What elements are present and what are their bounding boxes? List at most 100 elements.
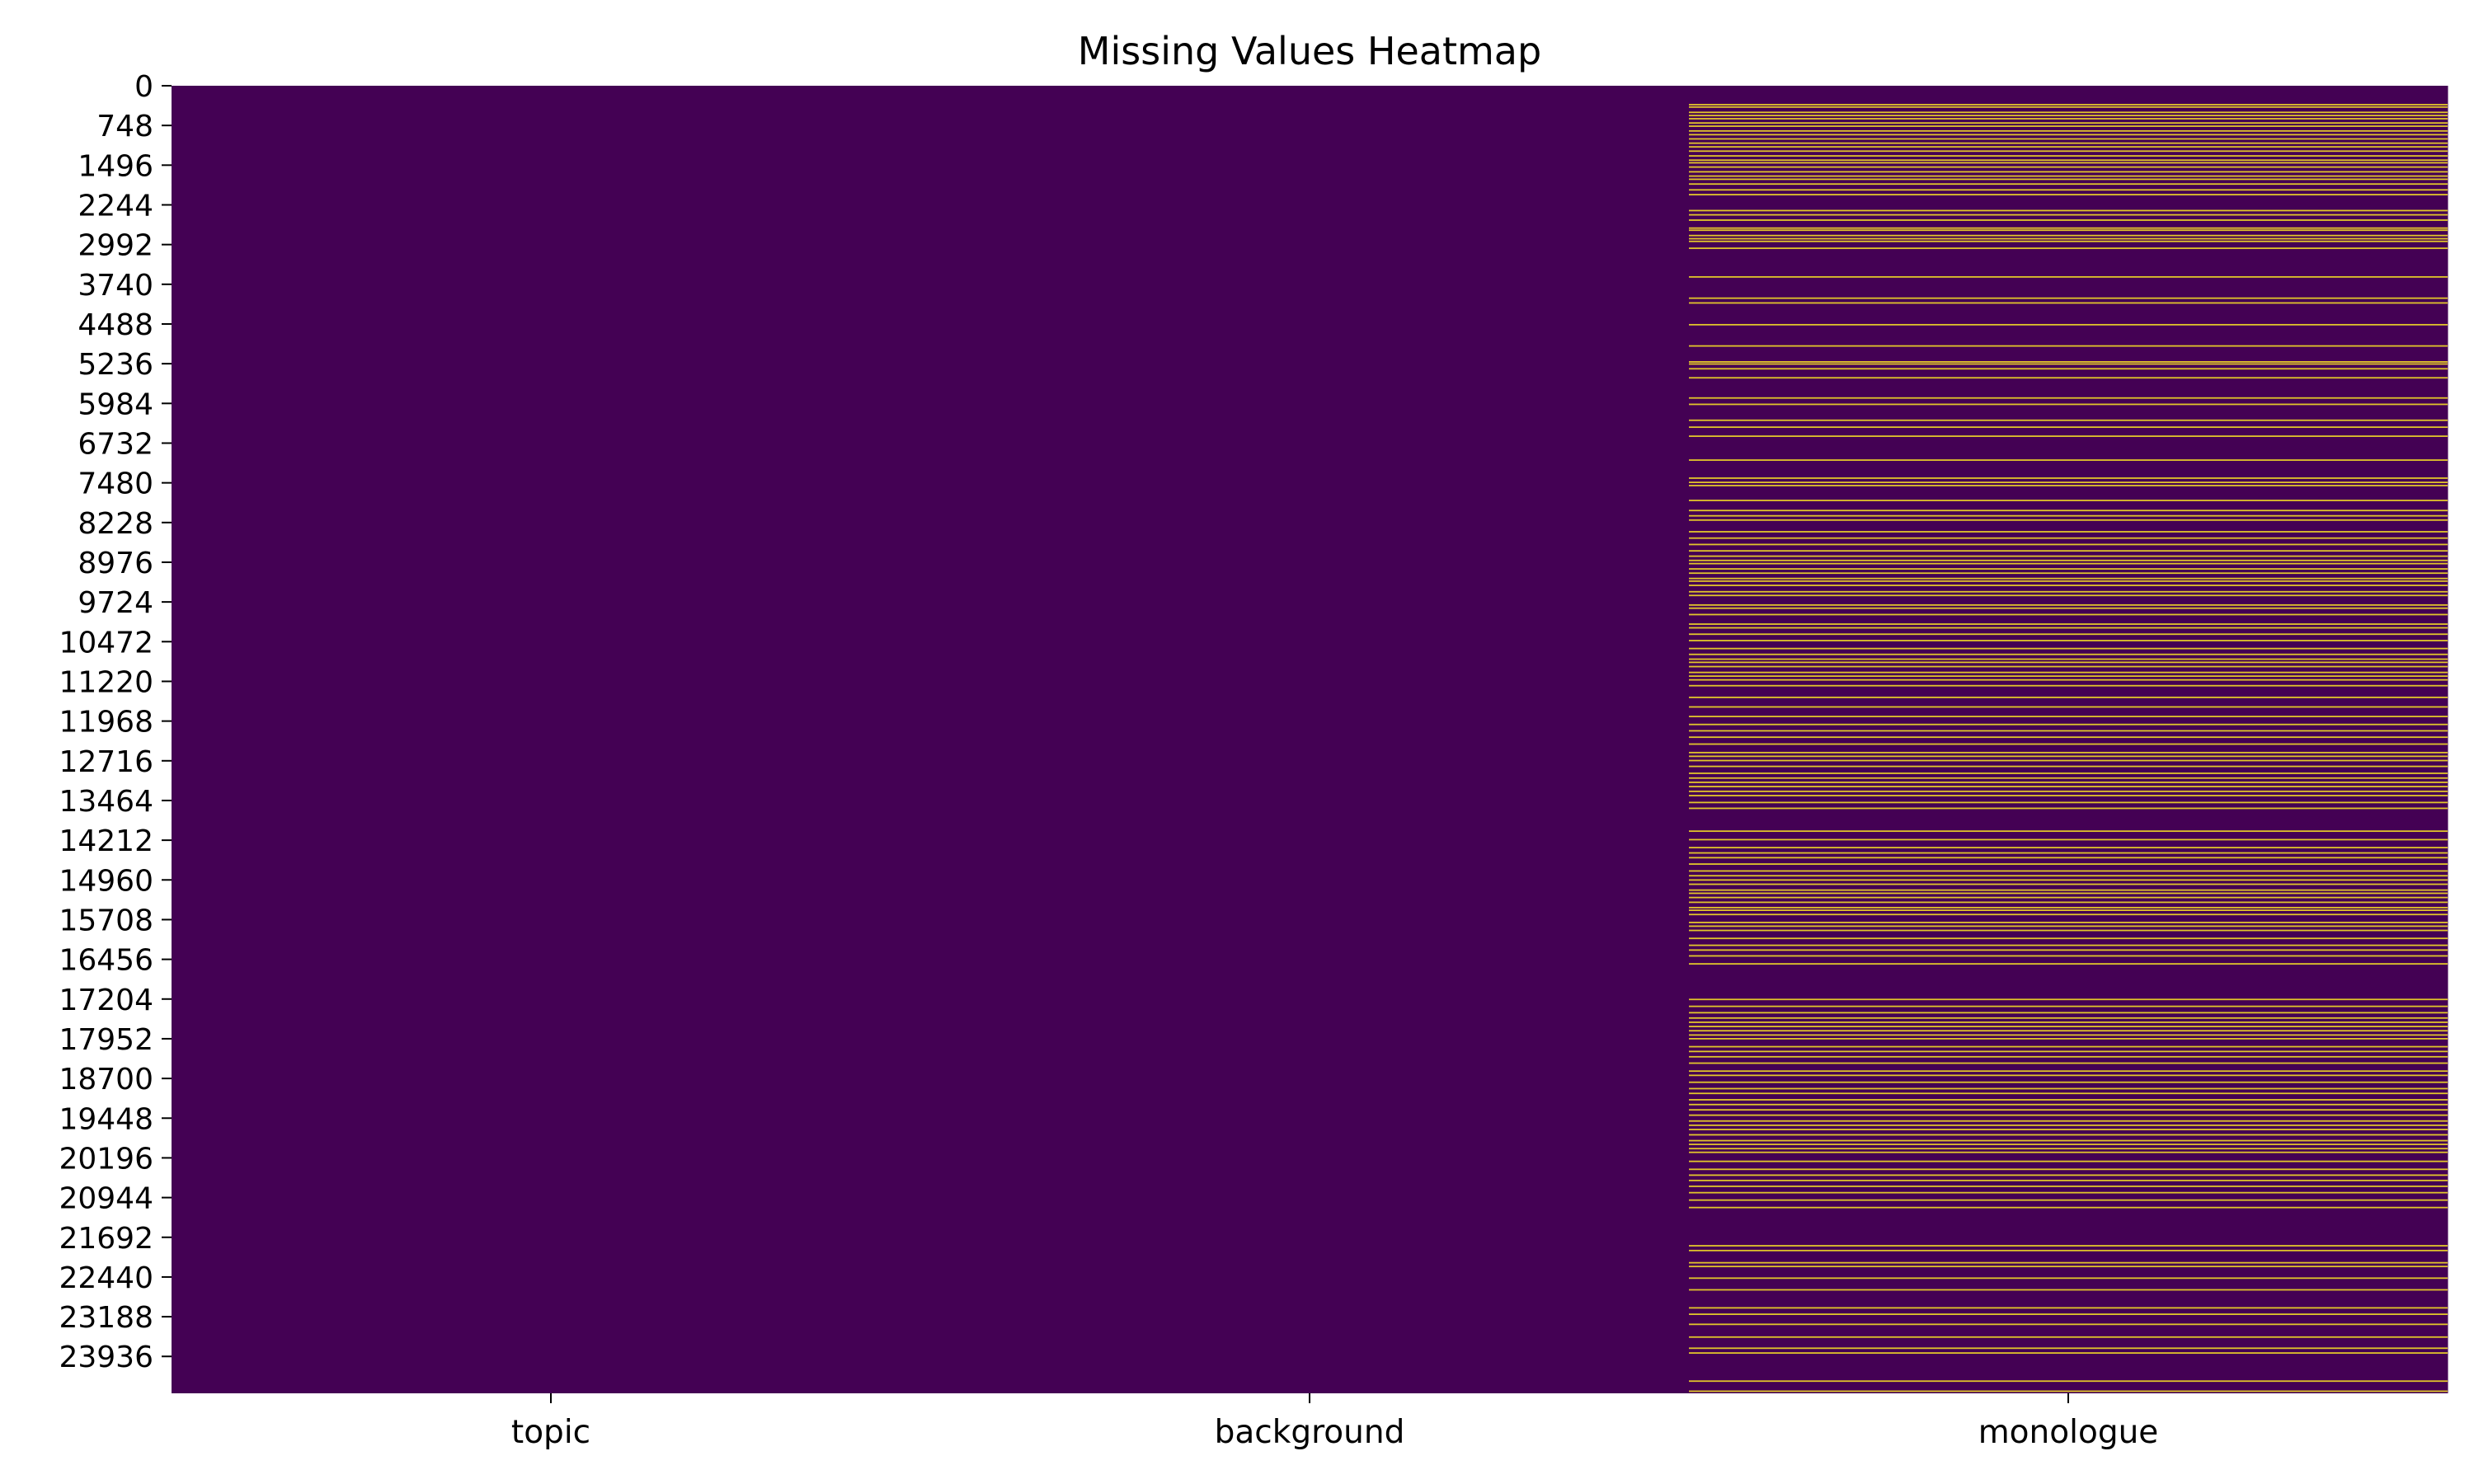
missing-value-mark: [1689, 925, 2448, 928]
y-tick-label: 6732: [78, 427, 153, 461]
missing-value-mark: [1689, 863, 2448, 865]
y-tick-label: 17952: [59, 1023, 153, 1057]
missing-value-mark: [1689, 1168, 2448, 1171]
missing-value-mark: [1689, 1249, 2448, 1252]
y-tick-label: 2992: [78, 229, 153, 263]
missing-value-mark: [1689, 146, 2448, 148]
missing-value-mark: [1689, 1109, 2448, 1111]
y-tick-label: 11220: [59, 665, 153, 699]
missing-value-mark: [1689, 706, 2448, 708]
heatmap-column-topic: [172, 86, 931, 1393]
missing-value-mark: [1689, 194, 2448, 196]
y-tick-label: 23188: [59, 1301, 153, 1335]
missing-value-mark: [1689, 426, 2448, 429]
missing-value-mark: [1689, 937, 2448, 940]
missing-value-mark: [1689, 1323, 2448, 1326]
missing-value-mark: [1689, 1005, 2448, 1007]
missing-value-mark: [1689, 870, 2448, 872]
missing-value-mark: [1689, 857, 2448, 859]
missing-value-mark: [1689, 696, 2448, 698]
x-tick-label-topic: topic: [511, 1414, 590, 1451]
missing-value-mark: [1689, 1160, 2448, 1162]
missing-value-mark: [1689, 1087, 2448, 1090]
y-tick-label: 10472: [59, 626, 153, 660]
y-tick-label: 20196: [59, 1142, 153, 1176]
missing-value-mark: [1689, 892, 2448, 895]
heatmap-column-monologue: [1689, 86, 2448, 1393]
missing-value-mark: [1689, 519, 2448, 521]
missing-value-mark: [1689, 1144, 2448, 1145]
missing-value-mark: [1689, 155, 2448, 157]
missing-value-mark: [1689, 122, 2448, 124]
missing-value-mark: [1689, 607, 2448, 609]
missing-value-mark: [1689, 129, 2448, 132]
missing-value-mark: [1689, 1070, 2448, 1073]
missing-value-mark: [1689, 751, 2448, 754]
missing-value-mark: [1689, 665, 2448, 668]
missing-value-mark: [1689, 590, 2448, 593]
missing-value-mark: [1689, 782, 2448, 783]
y-tick-label: 3740: [78, 269, 153, 303]
missing-value-mark: [1689, 852, 2448, 854]
missing-value-mark: [1689, 623, 2448, 625]
missing-value-mark: [1689, 189, 2448, 191]
missing-value-mark: [1689, 1139, 2448, 1142]
missing-value-mark: [1689, 1347, 2448, 1350]
missing-value-mark: [1689, 368, 2448, 370]
missing-value-mark: [1689, 889, 2448, 891]
missing-value-mark: [1689, 183, 2448, 186]
missing-value-mark: [1689, 1307, 2448, 1309]
missing-value-mark: [1689, 1186, 2448, 1187]
missing-value-mark: [1689, 1026, 2448, 1027]
missing-value-mark: [1689, 603, 2448, 606]
missing-value-mark: [1689, 963, 2448, 965]
missing-value-mark: [1689, 585, 2448, 586]
missing-value-mark: [1689, 661, 2448, 664]
missing-value-mark: [1689, 377, 2448, 379]
y-tick-label: 748: [96, 110, 153, 143]
missing-value-mark: [1689, 104, 2448, 106]
missing-value-mark: [1689, 1050, 2448, 1053]
missing-value-mark: [1689, 150, 2448, 153]
missing-value-mark: [1689, 1134, 2448, 1136]
y-tick-label: 12716: [59, 745, 153, 779]
y-tick-label: 7480: [78, 467, 153, 501]
missing-value-mark: [1689, 944, 2448, 946]
missing-value-mark: [1689, 229, 2448, 232]
missing-value-mark: [1689, 138, 2448, 140]
missing-value-mark: [1689, 568, 2448, 570]
y-tick-label: 18700: [59, 1063, 153, 1097]
missing-value-mark: [1689, 1289, 2448, 1291]
missing-value-mark: [1689, 1206, 2448, 1209]
missing-value-mark: [1689, 562, 2448, 565]
missing-value-mark: [1689, 777, 2448, 779]
missing-value-mark: [1689, 209, 2448, 212]
missing-value-mark: [1689, 765, 2448, 768]
missing-value-mark: [1689, 500, 2448, 501]
missing-value-mark: [1689, 998, 2448, 1001]
y-tick-label: 8976: [78, 547, 153, 580]
missing-value-mark: [1689, 1124, 2448, 1126]
missing-value-mark: [1689, 302, 2448, 304]
missing-value-mark: [1689, 1012, 2448, 1014]
missing-value-mark: [1689, 159, 2448, 162]
missing-value-mark: [1689, 679, 2448, 681]
y-tick-label: 16456: [59, 944, 153, 978]
y-tick-label: 15708: [59, 904, 153, 937]
missing-value-mark: [1689, 795, 2448, 796]
missing-value-mark: [1689, 730, 2448, 732]
missing-value-mark: [1689, 361, 2448, 363]
missing-value-mark: [1689, 485, 2448, 486]
missing-value-mark: [1689, 1055, 2448, 1058]
missing-value-mark: [1689, 1062, 2448, 1064]
missing-value-mark: [1689, 1021, 2448, 1023]
missing-value-mark: [1689, 234, 2448, 237]
missing-value-mark: [1689, 773, 2448, 774]
missing-value-mark: [1689, 627, 2448, 629]
y-tick-label: 2244: [78, 189, 153, 223]
missing-value-mark: [1689, 118, 2448, 120]
missing-value-mark: [1689, 481, 2448, 483]
missing-value-mark: [1689, 909, 2448, 911]
y-tick-label: 4488: [78, 308, 153, 342]
y-tick-label: 5236: [78, 348, 153, 382]
